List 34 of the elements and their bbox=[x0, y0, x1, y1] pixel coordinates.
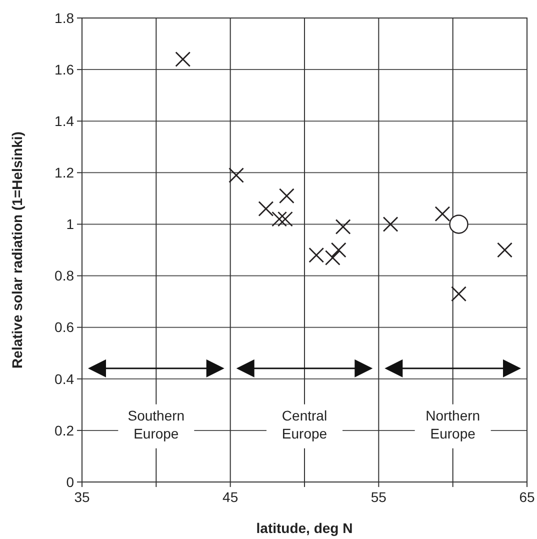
point bbox=[449, 214, 468, 234]
x-tick-label: 55 bbox=[370, 489, 387, 505]
x-tick-label: 65 bbox=[519, 489, 535, 505]
x-tick-label: 45 bbox=[222, 489, 238, 505]
y-tick-label: 0.4 bbox=[54, 370, 74, 387]
annotation: Southern Europe bbox=[128, 407, 185, 442]
point bbox=[497, 242, 512, 258]
y-tick-label: 0 bbox=[66, 474, 74, 490]
y-tick-label: 0.8 bbox=[54, 268, 74, 284]
point bbox=[335, 219, 351, 234]
point bbox=[175, 52, 191, 67]
y-tick-label: 1 bbox=[66, 216, 74, 232]
y-axis-title: Relative solar radiation (1=Helsinki) bbox=[9, 132, 25, 368]
point bbox=[308, 247, 324, 263]
annotation: Northern Europe bbox=[426, 407, 480, 442]
y-tick-label: 0.6 bbox=[54, 319, 74, 336]
y-tick-label: 0.2 bbox=[54, 422, 74, 438]
y-tick-label: 1.6 bbox=[54, 61, 74, 78]
x-tick-label: 35 bbox=[74, 489, 90, 505]
point bbox=[451, 286, 466, 302]
point bbox=[279, 188, 294, 204]
point bbox=[324, 250, 340, 266]
annotation: Central Europe bbox=[282, 407, 328, 442]
point bbox=[272, 211, 287, 227]
y-tick-label: 1.8 bbox=[54, 10, 74, 26]
x-axis-title: latitude, deg N bbox=[256, 520, 353, 536]
y-tick-label: 1.2 bbox=[54, 164, 74, 181]
point bbox=[382, 216, 398, 232]
y-tick-label: 1.4 bbox=[54, 113, 74, 130]
point bbox=[278, 211, 293, 227]
point bbox=[228, 168, 244, 183]
point bbox=[434, 206, 450, 222]
point bbox=[330, 242, 346, 258]
point bbox=[258, 201, 274, 216]
